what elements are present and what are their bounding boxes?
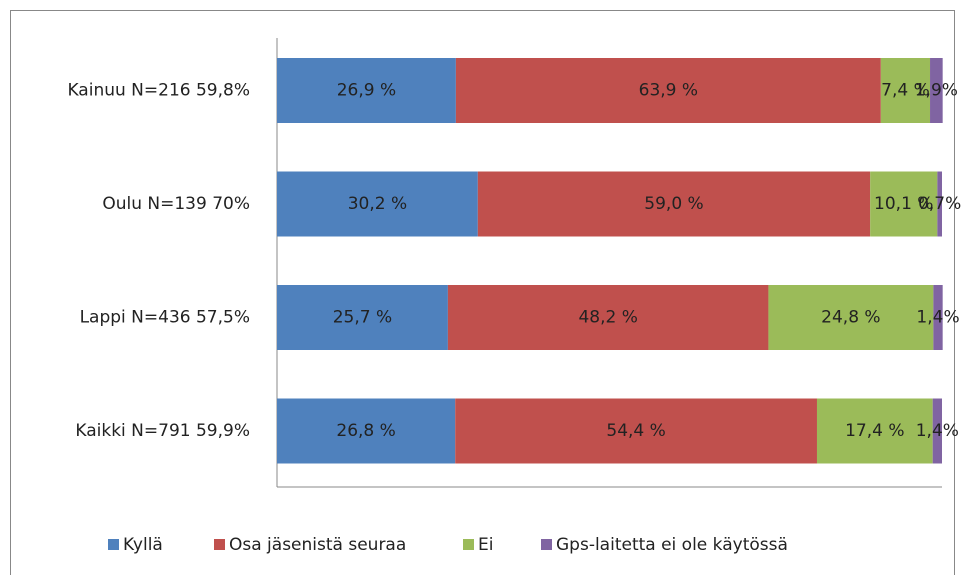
bar-segment bbox=[477, 171, 871, 237]
data-label: 63,9 % bbox=[639, 81, 698, 101]
data-label: 7,4 % bbox=[881, 81, 930, 101]
bar-segment bbox=[277, 398, 456, 464]
bar-segment bbox=[277, 285, 448, 350]
data-label: 0,7% bbox=[918, 194, 961, 214]
legend-label: Osa jäsenistä seuraa bbox=[229, 535, 406, 555]
bar-segment bbox=[933, 285, 943, 350]
bar-segment bbox=[455, 398, 817, 464]
legend-label: Kyllä bbox=[123, 535, 163, 555]
category-label: Kaikki N=791 59,9% bbox=[75, 421, 250, 441]
category-label: Oulu N=139 70% bbox=[102, 194, 250, 214]
category-label: Kainuu N=216 59,8% bbox=[67, 81, 250, 101]
legend-swatch bbox=[214, 539, 225, 550]
bar-segment bbox=[277, 171, 478, 237]
bar-segment bbox=[447, 285, 769, 350]
bar-segment bbox=[880, 58, 931, 123]
legend-swatch bbox=[541, 539, 552, 550]
data-label: 59,0 % bbox=[644, 194, 703, 214]
bar-segment bbox=[816, 398, 933, 464]
data-label: 54,4 % bbox=[606, 421, 665, 441]
data-label: 26,9 % bbox=[337, 81, 396, 101]
bar-segment bbox=[277, 58, 456, 123]
bar-segment bbox=[932, 398, 942, 464]
data-label: 1,4% bbox=[916, 421, 959, 441]
data-label: 26,8 % bbox=[336, 421, 395, 441]
data-label: 1,9% bbox=[915, 81, 958, 101]
bar-segment bbox=[768, 285, 934, 350]
legend-label: Ei bbox=[478, 535, 493, 555]
legend-swatch bbox=[463, 539, 474, 550]
category-label: Lappi N=436 57,5% bbox=[80, 308, 250, 328]
data-label: 48,2 % bbox=[578, 308, 637, 328]
bar-segment bbox=[870, 171, 938, 237]
bar-segment bbox=[930, 58, 943, 123]
legend-label: Gps-laitetta ei ole käytössä bbox=[556, 535, 788, 555]
data-label: 24,8 % bbox=[821, 308, 880, 328]
data-label: 10,1 % bbox=[874, 194, 933, 214]
data-label: 30,2 % bbox=[348, 194, 407, 214]
data-label: 1,4% bbox=[916, 308, 959, 328]
data-label: 17,4 % bbox=[845, 421, 904, 441]
bar-segment bbox=[937, 171, 942, 237]
data-label: 25,7 % bbox=[333, 308, 392, 328]
legend-swatch bbox=[108, 539, 119, 550]
bar-segment bbox=[455, 58, 881, 123]
